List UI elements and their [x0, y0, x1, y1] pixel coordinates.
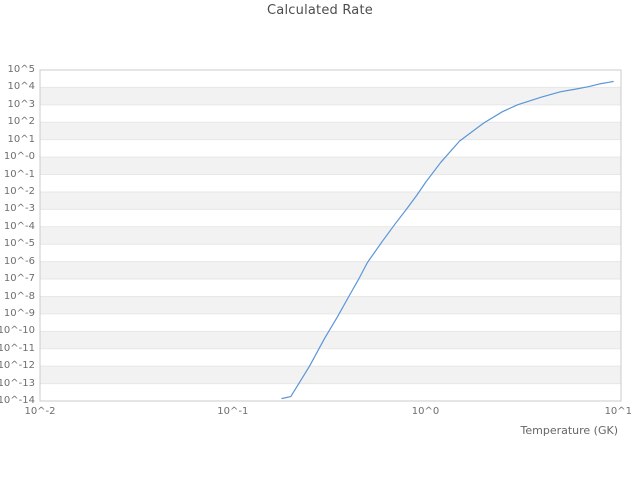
y-tick-label: 10^-4 — [3, 220, 35, 232]
rate-curve — [281, 80, 614, 400]
y-tick-label: 10^5 — [7, 64, 35, 75]
y-tick-label: 10^-7 — [3, 273, 35, 285]
y-tick-label: 10^-8 — [3, 290, 35, 302]
decade-band — [40, 261, 621, 280]
decade-band — [40, 226, 621, 245]
x-axis-title: Temperature (GK) — [520, 424, 619, 437]
y-tick-label: 10^-11 — [0, 342, 35, 354]
y-tick-label: 10^-12 — [0, 360, 35, 372]
y-tick-label: 10^-13 — [0, 377, 35, 389]
x-tick-label: 10^-1 — [217, 406, 249, 417]
decade-band — [40, 122, 621, 140]
y-tick-label: 10^-5 — [3, 238, 35, 250]
decade-band — [40, 331, 621, 349]
x-tick-label: 10^-2 — [24, 406, 56, 417]
plot-border — [39, 69, 622, 402]
y-tick-label: 10^-9 — [3, 307, 35, 319]
y-tick-label: 10^4 — [7, 81, 35, 93]
x-tick-label: 10^1 — [604, 406, 633, 417]
decade-band — [40, 191, 621, 210]
y-tick-label: 10^-0 — [3, 151, 35, 163]
decade-band — [40, 87, 621, 105]
decade-band — [40, 157, 621, 175]
y-tick-label: 10^-1 — [3, 168, 35, 180]
y-tick-label: 10^-3 — [3, 203, 35, 215]
chart-title: Calculated Rate — [267, 3, 373, 18]
y-tick-label: 10^-6 — [3, 255, 35, 267]
y-tick-label: 10^-10 — [0, 325, 35, 337]
decade-band — [40, 366, 621, 384]
x-tick-label: 10^0 — [411, 406, 440, 417]
y-tick-label: 10^3 — [7, 98, 35, 110]
y-tick-label: 10^-14 — [0, 395, 35, 406]
y-tick-label: 10^1 — [7, 133, 35, 145]
y-tick-label: 10^2 — [7, 116, 35, 128]
decade-band — [40, 296, 621, 314]
y-tick-label: 10^-2 — [3, 185, 35, 197]
